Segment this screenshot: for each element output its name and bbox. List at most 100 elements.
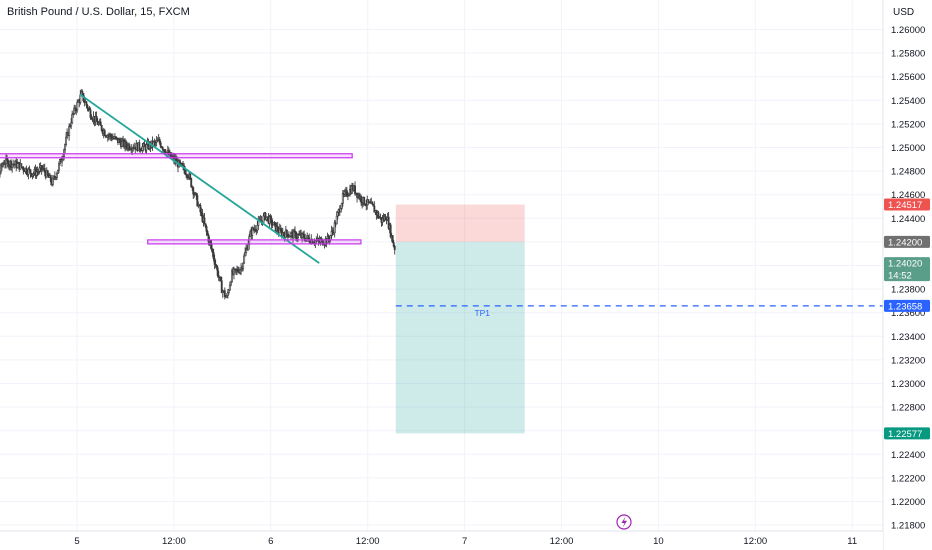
lightning-icon[interactable] bbox=[616, 514, 632, 530]
candle-down bbox=[373, 205, 376, 213]
candle-down bbox=[363, 196, 366, 205]
candle-down bbox=[95, 115, 98, 122]
candle-down bbox=[360, 196, 363, 203]
candle-up bbox=[0, 171, 1, 175]
candle-up bbox=[340, 202, 343, 209]
price-tick-label: 1.26000 bbox=[891, 25, 925, 36]
candle-up bbox=[76, 101, 79, 111]
drawings[interactable] bbox=[0, 93, 362, 264]
time-axis[interactable] bbox=[0, 531, 883, 550]
candle-down bbox=[393, 245, 396, 251]
candle-down bbox=[206, 231, 209, 236]
candle-up bbox=[297, 234, 300, 238]
stop-loss-zone[interactable] bbox=[395, 204, 525, 242]
candle-down bbox=[25, 167, 28, 174]
price-tick-label: 1.23400 bbox=[891, 332, 925, 343]
take-profit-zone[interactable] bbox=[395, 241, 525, 434]
candle-up bbox=[2, 163, 4, 167]
candle-down bbox=[377, 212, 380, 218]
candle-down bbox=[103, 130, 106, 137]
support-level[interactable] bbox=[147, 239, 362, 245]
badge-value: 1.24020 bbox=[888, 259, 922, 270]
candle-up bbox=[68, 125, 71, 136]
candle-up bbox=[242, 262, 245, 270]
candle-up bbox=[339, 207, 342, 213]
candle-up bbox=[243, 255, 246, 264]
candle-up bbox=[239, 269, 242, 274]
candle-up bbox=[38, 167, 41, 172]
candle-up bbox=[226, 292, 229, 296]
candle-down bbox=[29, 169, 32, 174]
target-price-badge bbox=[884, 427, 930, 440]
candle-up bbox=[70, 122, 73, 127]
candle-down bbox=[85, 101, 88, 106]
candle-down bbox=[86, 104, 89, 109]
candle-down bbox=[81, 91, 84, 94]
candle-up bbox=[145, 144, 148, 151]
price-tick-label: 1.24600 bbox=[891, 190, 925, 201]
candle-down bbox=[270, 218, 273, 226]
price-tick-label: 1.24400 bbox=[891, 214, 925, 225]
candle-down bbox=[22, 167, 25, 171]
candle-down bbox=[99, 121, 102, 126]
badge-value: 1.23658 bbox=[888, 301, 922, 312]
price-tick-label: 1.23600 bbox=[891, 308, 925, 319]
candle-down bbox=[143, 143, 146, 147]
time-tick-label: 12:00 bbox=[743, 536, 767, 547]
candle-up bbox=[333, 222, 336, 234]
candle-up bbox=[64, 144, 67, 151]
candle-down bbox=[190, 177, 193, 188]
candle-up bbox=[65, 136, 68, 145]
candle-down bbox=[161, 147, 164, 150]
candle-up bbox=[289, 232, 292, 237]
candle-down bbox=[89, 109, 92, 118]
candle-down bbox=[392, 242, 395, 247]
price-tick-label: 1.22000 bbox=[891, 497, 925, 508]
candle-up bbox=[71, 113, 74, 124]
candle-up bbox=[251, 227, 254, 236]
candle-up bbox=[27, 168, 30, 175]
badge-value: 1.22577 bbox=[888, 429, 922, 440]
candle-down bbox=[327, 235, 330, 240]
tp1-price-badge bbox=[884, 299, 930, 312]
candle-down bbox=[389, 224, 392, 238]
price-tick-label: 1.21800 bbox=[891, 521, 925, 532]
candle-down bbox=[189, 173, 192, 179]
candle-up bbox=[51, 177, 54, 185]
price-tick-label: 1.23200 bbox=[891, 355, 925, 366]
entry-price-badge bbox=[884, 235, 930, 248]
time-tick-label: 12:00 bbox=[356, 536, 380, 547]
candle-down bbox=[184, 169, 187, 175]
candle-up bbox=[121, 141, 123, 148]
stop-price-badge bbox=[884, 198, 930, 211]
candle-up bbox=[262, 215, 265, 224]
candle-up bbox=[256, 224, 259, 231]
trendline[interactable] bbox=[79, 93, 320, 264]
candle-down bbox=[213, 258, 216, 265]
candle-down bbox=[20, 163, 23, 168]
candle-down bbox=[285, 229, 288, 235]
time-tick-label: 10 bbox=[653, 536, 664, 547]
candle-down bbox=[46, 170, 49, 176]
candle-up bbox=[244, 251, 247, 257]
badge-value: 1.24517 bbox=[888, 200, 922, 211]
resistance-level[interactable] bbox=[0, 153, 353, 159]
time-tick-label: 6 bbox=[268, 536, 273, 547]
tp1-label: TP1 bbox=[474, 308, 490, 318]
candle-up bbox=[228, 284, 231, 291]
candle-down bbox=[100, 125, 103, 131]
candle-down bbox=[220, 280, 223, 294]
candle-up bbox=[141, 146, 144, 151]
time-tick-label: 12:00 bbox=[550, 536, 574, 547]
symbol-title[interactable]: British Pound / U.S. Dollar, 15, FXCM bbox=[7, 6, 190, 18]
candle-down bbox=[158, 138, 161, 144]
candle-up bbox=[58, 163, 60, 171]
candle-down bbox=[367, 199, 370, 203]
candle-down bbox=[159, 142, 162, 148]
time-tick-label: 11 bbox=[847, 536, 857, 547]
candle-up bbox=[16, 163, 19, 168]
candle-down bbox=[276, 226, 279, 232]
price-tick-label: 1.25800 bbox=[891, 49, 925, 60]
